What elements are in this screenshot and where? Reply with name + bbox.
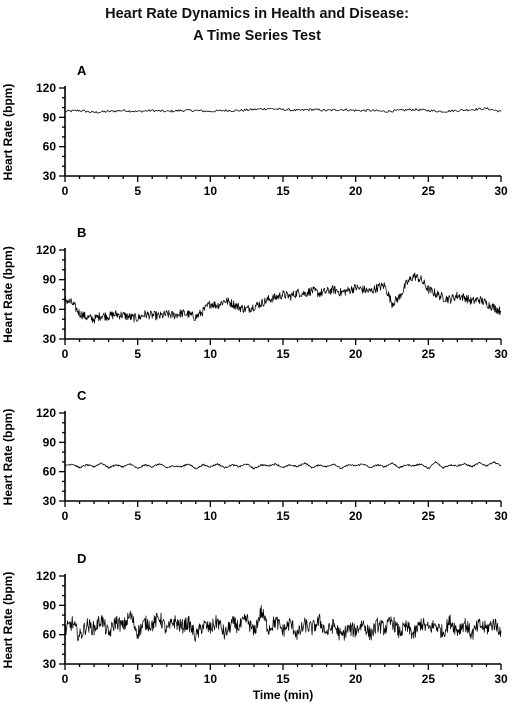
- panel-b: 30 60 90 120 0 5 10 15 20 25 30 B Heart Rate (bpm): [1, 225, 508, 361]
- x-tick-label: 25: [422, 509, 436, 523]
- x-tick-label: 25: [422, 347, 436, 361]
- x-tick-label: 20: [349, 672, 363, 686]
- panel-a: 30 60 90 120 0 5 10 15 20 25 30 A Heart Rate (bpm): [1, 63, 508, 198]
- x-tick-label: 5: [134, 347, 141, 361]
- y-tick-label: 120: [36, 406, 56, 420]
- y-tick-label: 30: [43, 169, 57, 183]
- x-tick-label: 15: [276, 347, 290, 361]
- panel-c: 30 60 90 120 0 5 10 15 20 25 30 C Heart Rate (bpm): [1, 388, 508, 523]
- x-tick-label: 10: [204, 509, 218, 523]
- panel-label: B: [77, 225, 86, 240]
- heart-rate-series-line: [64, 461, 502, 470]
- x-axis-label: Time (min): [253, 688, 313, 702]
- x-tick-label: 5: [134, 509, 141, 523]
- y-tick-label: 60: [43, 140, 57, 154]
- x-tick-label: 30: [494, 672, 508, 686]
- x-tick-label: 15: [276, 509, 290, 523]
- y-axis-label: Heart Rate (bpm): [1, 572, 15, 669]
- y-tick-label: 60: [43, 465, 57, 479]
- y-tick-label: 90: [43, 273, 57, 287]
- heart-rate-series-line: [64, 272, 502, 324]
- y-tick-label: 30: [43, 332, 57, 346]
- y-tick-label: 60: [43, 302, 57, 316]
- y-tick-label: 120: [36, 81, 56, 95]
- x-tick-label: 10: [204, 184, 218, 198]
- y-tick-label: 60: [43, 628, 57, 642]
- heart-rate-series-line: [64, 107, 502, 114]
- x-tick-label: 25: [422, 184, 436, 198]
- y-tick-label: 90: [43, 110, 57, 124]
- heart-rate-series-line: [64, 604, 502, 642]
- x-tick-label: 10: [204, 347, 218, 361]
- panel-d: 30 60 90 120 0 5 10 15 20 25 30 D Heart Rate (bpm) Ti…: [1, 551, 508, 702]
- x-tick-label: 15: [276, 184, 290, 198]
- x-tick-label: 15: [276, 672, 290, 686]
- chart-title: Heart Rate Dynamics in Health and Diseas…: [0, 3, 514, 47]
- y-tick-label: 30: [43, 494, 57, 508]
- x-tick-label: 20: [349, 509, 363, 523]
- x-tick-label: 30: [494, 509, 508, 523]
- y-axis-label: Heart Rate (bpm): [1, 246, 15, 343]
- x-tick-label: 0: [62, 672, 69, 686]
- y-tick-label: 90: [43, 598, 57, 612]
- y-tick-label: 120: [36, 569, 56, 583]
- x-tick-label: 30: [494, 184, 508, 198]
- x-tick-label: 30: [494, 347, 508, 361]
- panel-label: D: [77, 551, 86, 566]
- y-axis-label: Heart Rate (bpm): [1, 409, 15, 506]
- x-tick-label: 20: [349, 184, 363, 198]
- x-tick-label: 0: [62, 509, 69, 523]
- x-tick-label: 0: [62, 347, 69, 361]
- x-tick-label: 20: [349, 347, 363, 361]
- x-tick-label: 25: [422, 672, 436, 686]
- panel-label: C: [77, 388, 87, 403]
- y-axis-label: Heart Rate (bpm): [1, 84, 15, 181]
- title-line-2: A Time Series Test: [193, 28, 321, 44]
- x-tick-label: 0: [62, 184, 69, 198]
- title-line-1: Heart Rate Dynamics in Health and Diseas…: [105, 6, 409, 22]
- x-tick-label: 10: [204, 672, 218, 686]
- panel-label: A: [77, 63, 87, 78]
- y-tick-label: 30: [43, 657, 57, 671]
- x-tick-label: 5: [134, 184, 141, 198]
- x-tick-label: 5: [134, 672, 141, 686]
- y-tick-label: 120: [36, 243, 56, 257]
- y-tick-label: 90: [43, 435, 57, 449]
